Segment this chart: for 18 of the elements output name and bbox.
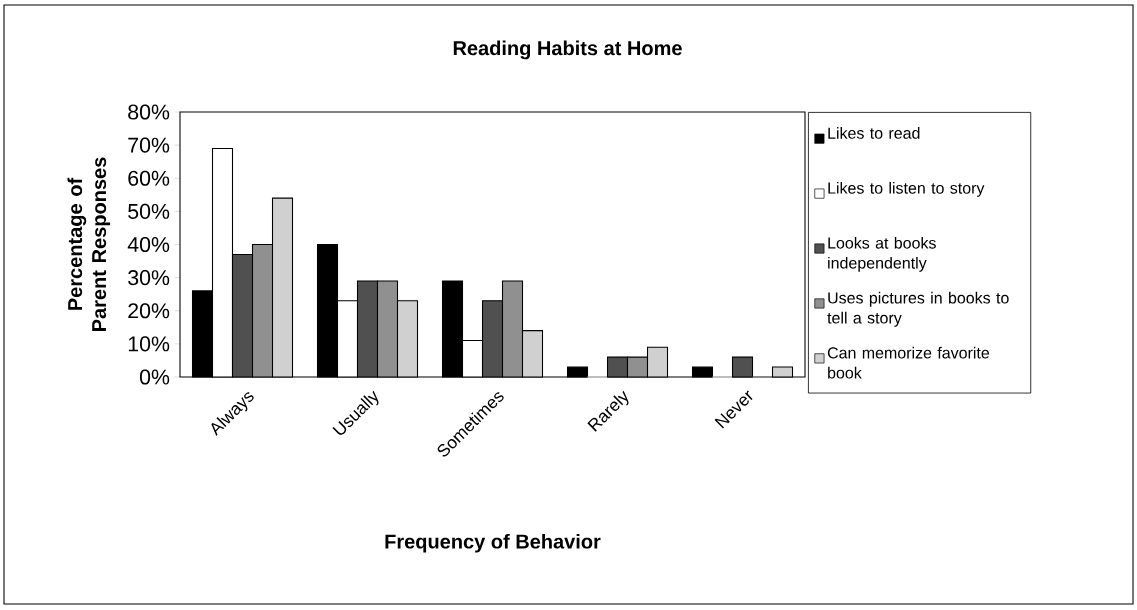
y-tick-label: 80% bbox=[128, 104, 170, 120]
y-tick-label: 50% bbox=[128, 203, 170, 219]
y-tick-label: 10% bbox=[128, 336, 170, 352]
y-tick-label: 0% bbox=[139, 369, 170, 385]
chart-title: Reading Habits at Home bbox=[453, 40, 682, 60]
legend-label: Can memorize favorite book bbox=[827, 346, 990, 379]
bar bbox=[731, 356, 754, 378]
y-tick-label: 70% bbox=[128, 137, 170, 153]
legend-label: Likes to read bbox=[828, 127, 920, 139]
y-axis-title: Percentage of Parent Responses bbox=[67, 157, 111, 331]
legend-label: Likes to listen to story bbox=[828, 182, 985, 197]
y-tick-label: 20% bbox=[128, 303, 170, 319]
legend-label: Looks at books independently bbox=[828, 236, 936, 272]
x-axis-title: Frequency of Behavior bbox=[385, 533, 601, 553]
y-tick-label: 60% bbox=[128, 170, 170, 186]
y-tick-label: 30% bbox=[128, 270, 170, 286]
y-tick-label: 40% bbox=[127, 236, 170, 253]
legend-label: Uses pictures in books to tell a story bbox=[827, 291, 1009, 327]
